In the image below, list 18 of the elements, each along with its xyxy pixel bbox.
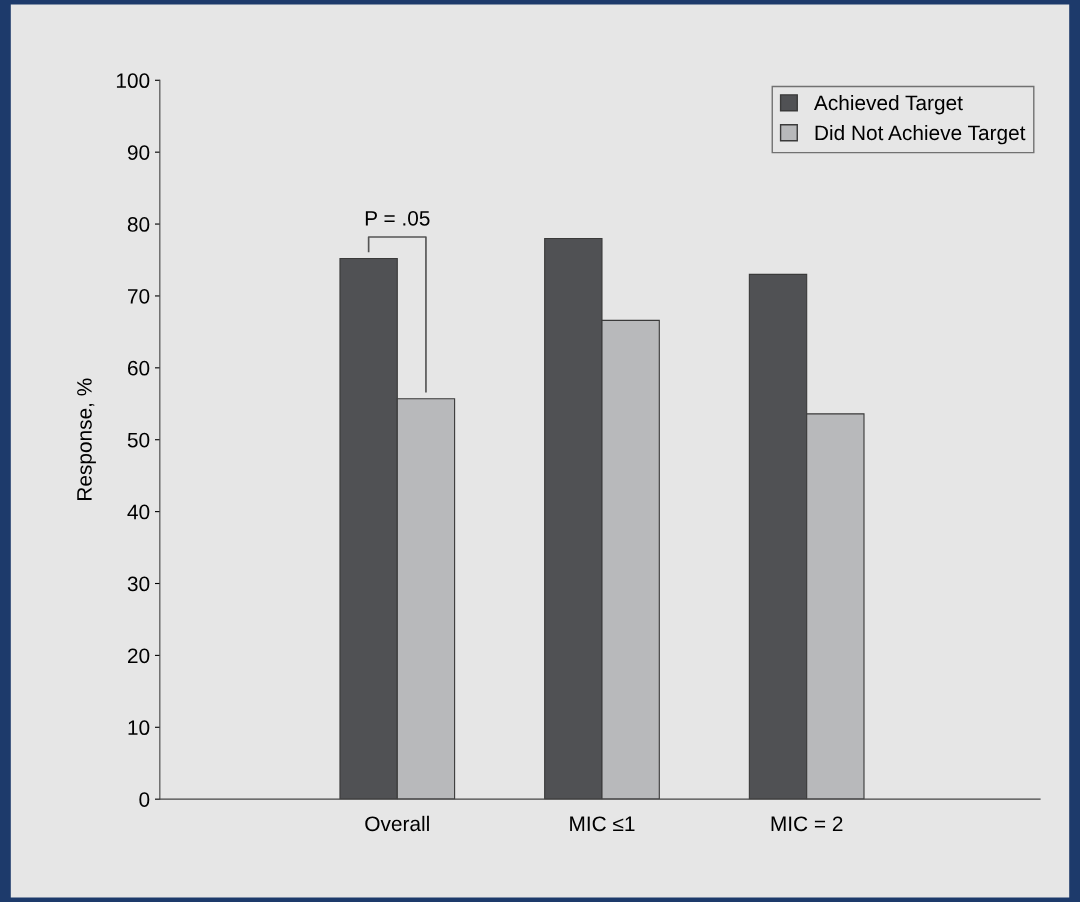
y-tick-label: 40	[127, 504, 150, 520]
y-tick-label: 20	[128, 648, 150, 664]
y-tick-label: 0	[139, 792, 150, 807]
y-axis-title: Response, %	[77, 378, 96, 500]
y-tick-label: 10	[128, 720, 150, 736]
y-tick-label: 90	[127, 145, 150, 160]
y-tick-label: 70	[128, 288, 150, 304]
x-tick-label: Overall	[365, 815, 429, 832]
y-tick-label: 100	[116, 73, 150, 89]
x-tick-label: MIC ≤1	[570, 816, 635, 832]
legend-label: Did Not Achieve Target	[815, 124, 1026, 145]
y-tick-label: 80	[127, 217, 150, 232]
x-tick-label: MIC = 2	[771, 816, 843, 832]
y-tick-label: 50	[127, 432, 150, 448]
y-tick-label: 30	[127, 576, 150, 592]
annotation: P = .05	[365, 210, 430, 226]
y-tick-label: 60	[128, 360, 150, 376]
legend-label: Achieved Target	[813, 94, 963, 115]
